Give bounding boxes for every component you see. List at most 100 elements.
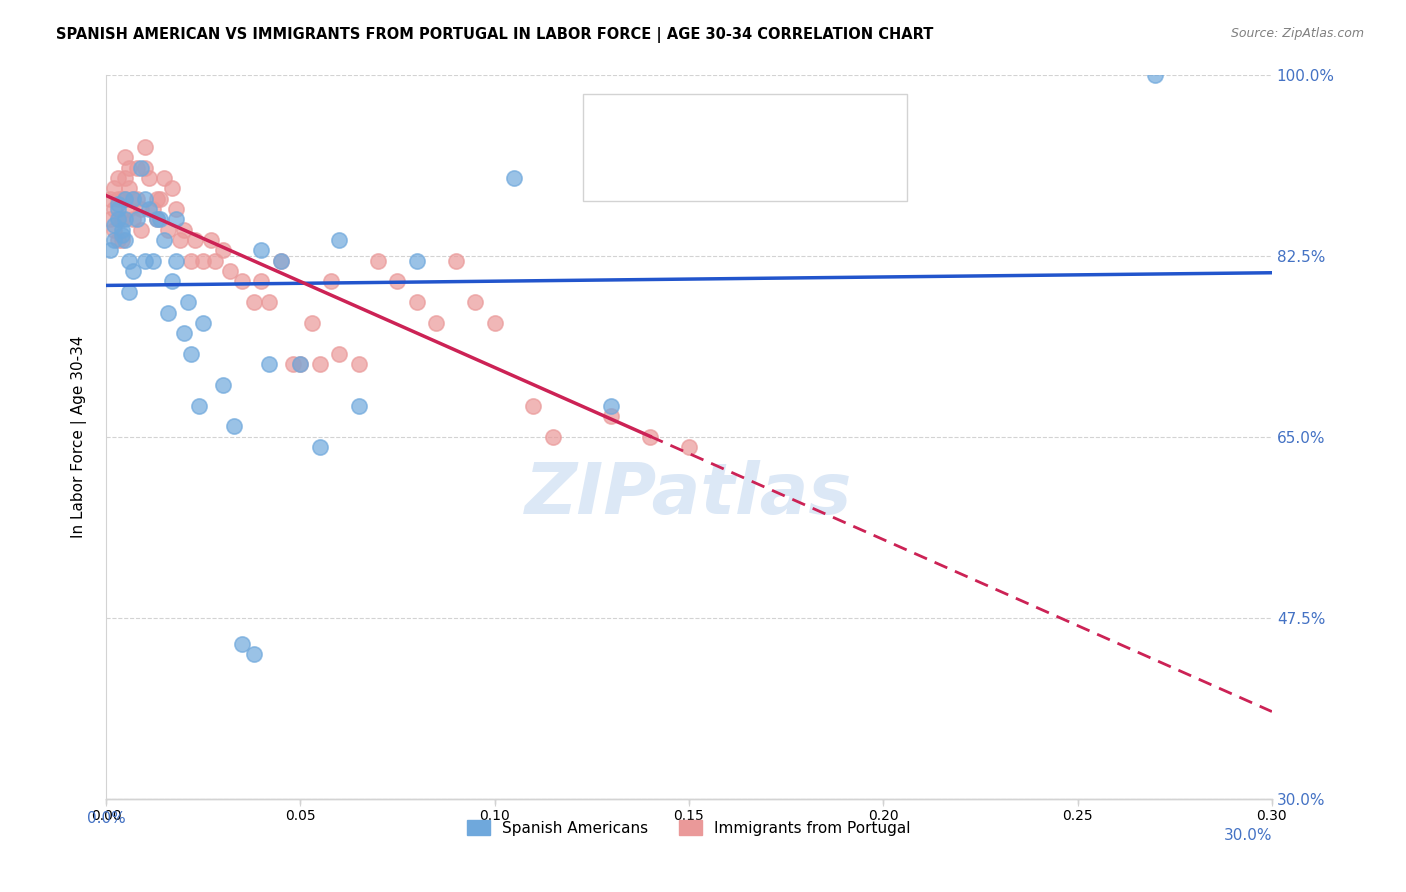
Point [107, 197, 129, 211]
Point [129, 223, 152, 237]
Point [142, 202, 165, 216]
Point [160, 181, 183, 195]
Point [134, 253, 156, 268]
Point [98, 244, 121, 258]
Point [180, 253, 202, 268]
Point [406, 295, 429, 310]
Point [153, 171, 176, 186]
Point [98, 192, 121, 206]
Point [224, 419, 246, 434]
Point [118, 253, 141, 268]
Point [250, 244, 273, 258]
Point [270, 253, 292, 268]
Point [270, 253, 292, 268]
Point [678, 440, 700, 454]
Point [281, 357, 304, 371]
Point [231, 275, 253, 289]
Point [145, 212, 167, 227]
Point [110, 192, 132, 206]
Point [165, 212, 187, 227]
Point [149, 192, 172, 206]
Point [347, 399, 370, 413]
Text: Source: ZipAtlas.com: Source: ZipAtlas.com [1230, 27, 1364, 40]
Point [169, 233, 191, 247]
Point [110, 223, 132, 237]
Point [122, 192, 145, 206]
Point [464, 295, 486, 310]
Point [114, 192, 136, 206]
Point [138, 202, 160, 216]
Point [290, 357, 312, 371]
Point [444, 253, 467, 268]
Point [145, 192, 167, 206]
Text: 30.0%: 30.0% [1223, 828, 1272, 843]
Point [149, 212, 172, 227]
Point [114, 192, 136, 206]
Point [125, 192, 148, 206]
Point [219, 264, 242, 278]
Text: R = -0.308    N = 68: R = -0.308 N = 68 [633, 158, 787, 172]
Point [541, 430, 564, 444]
Point [160, 275, 183, 289]
Point [290, 357, 312, 371]
Point [103, 202, 125, 216]
Point [114, 171, 136, 186]
Point [188, 399, 211, 413]
Point [308, 357, 330, 371]
Point [328, 347, 350, 361]
Point [204, 253, 226, 268]
Point [242, 647, 264, 661]
Point [125, 161, 148, 175]
Point [250, 275, 273, 289]
Point [118, 161, 141, 175]
Point [103, 233, 125, 247]
Point [145, 212, 167, 227]
Point [600, 409, 623, 423]
Point [157, 305, 180, 319]
Point [638, 430, 661, 444]
Point [103, 181, 125, 195]
Point [308, 440, 330, 454]
Point [110, 233, 132, 247]
Point [425, 316, 447, 330]
Text: R =  0.364    N = 48: R = 0.364 N = 48 [633, 122, 787, 136]
Legend: Spanish Americans, Immigrants from Portugal: Spanish Americans, Immigrants from Portu… [461, 814, 917, 842]
Point [191, 253, 214, 268]
Point [180, 347, 202, 361]
Point [134, 161, 156, 175]
Point [200, 233, 222, 247]
Point [110, 212, 132, 227]
Point [129, 161, 152, 175]
Point [191, 316, 214, 330]
Point [107, 233, 129, 247]
Point [142, 253, 165, 268]
Point [122, 192, 145, 206]
Point [503, 171, 526, 186]
Point [118, 202, 141, 216]
Point [122, 212, 145, 227]
Point [153, 233, 176, 247]
Point [257, 295, 280, 310]
Point [484, 316, 506, 330]
Point [138, 171, 160, 186]
Point [211, 244, 233, 258]
Point [125, 212, 148, 227]
Point [110, 227, 132, 242]
Point [184, 233, 207, 247]
Point [165, 202, 187, 216]
Point [176, 295, 198, 310]
Point [1144, 68, 1167, 82]
Point [114, 233, 136, 247]
Point [328, 233, 350, 247]
Point [118, 285, 141, 299]
Point [301, 316, 323, 330]
Point [98, 212, 121, 227]
Point [129, 202, 152, 216]
Point [406, 253, 429, 268]
Point [103, 218, 125, 232]
Point [257, 357, 280, 371]
Point [114, 150, 136, 164]
Point [211, 378, 233, 392]
Point [522, 399, 544, 413]
Point [107, 171, 129, 186]
